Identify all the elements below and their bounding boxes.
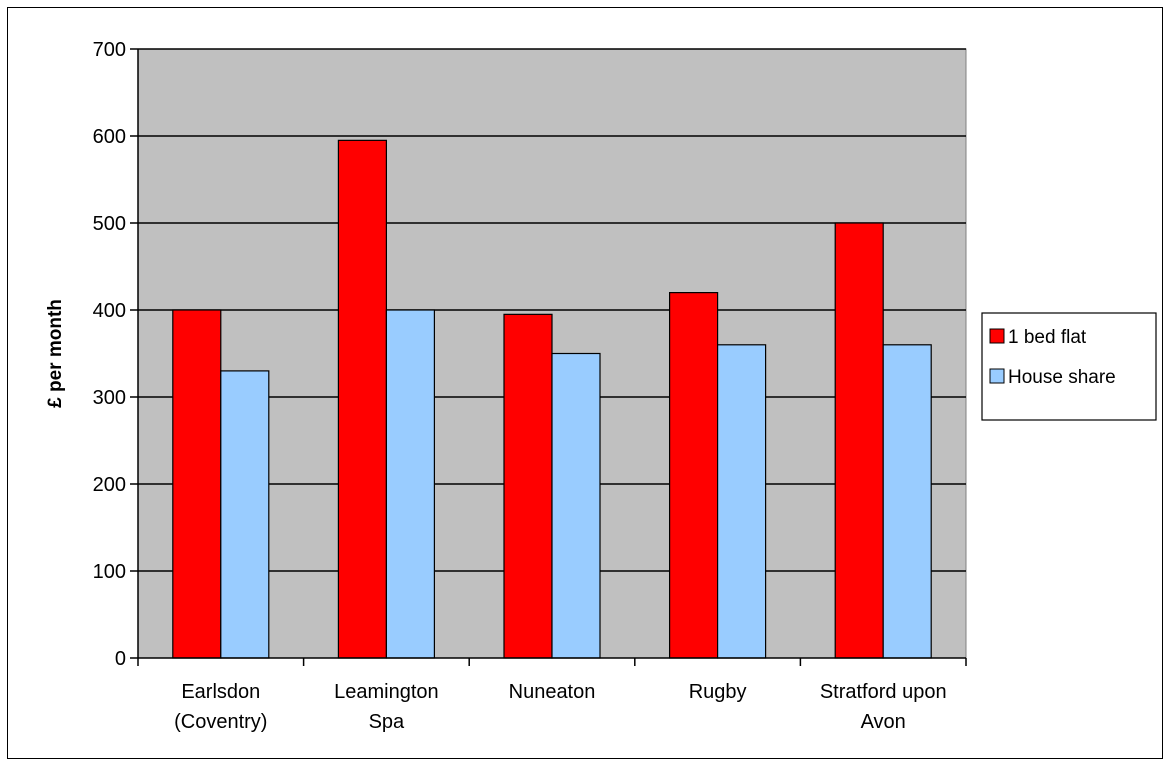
y-tick-label: 700: [93, 39, 126, 61]
x-category-label: Rugby: [689, 681, 747, 703]
y-tick-label: 400: [93, 300, 126, 322]
y-tick-label: 600: [93, 126, 126, 148]
y-tick-label: 0: [115, 648, 126, 670]
legend-swatch: [989, 368, 1005, 384]
y-axis-label: £ per month: [45, 299, 66, 408]
x-category-label: Leamington: [334, 681, 439, 703]
bar-share-2: [551, 352, 601, 659]
y-tick-label: 300: [93, 387, 126, 409]
legend-box: [981, 312, 1157, 421]
bar-share-1: [385, 309, 435, 659]
x-category-labels: Earlsdon (Coventry) Leamington Spa Nuneaton R…: [174, 681, 946, 733]
bar-flat-0: [172, 309, 222, 659]
bar-flat-2: [503, 313, 553, 659]
bar-flat-4: [834, 222, 884, 659]
y-tick-label: 500: [93, 213, 126, 235]
x-category-label: Earlsdon: [181, 681, 260, 703]
bar-share-0: [220, 370, 270, 659]
bars: [172, 139, 932, 659]
y-tick-label: 200: [93, 474, 126, 496]
x-category-label: Spa: [369, 711, 405, 733]
y-tick-label: 100: [93, 561, 126, 583]
legend: 1 bed flat House share: [981, 312, 1157, 421]
bar-flat-1: [337, 139, 387, 659]
axes: [130, 48, 967, 666]
x-category-label: Stratford upon: [820, 681, 947, 703]
y-tick-labels: 0 100 200 300 400 500 600 700: [93, 39, 126, 670]
x-category-label: Nuneaton: [509, 681, 596, 703]
legend-label: 1 bed flat: [1008, 327, 1087, 348]
legend-swatch: [989, 328, 1005, 344]
bar-share-4: [882, 344, 932, 659]
bar-share-3: [716, 344, 767, 659]
x-category-label: Avon: [861, 711, 906, 733]
bar-flat-3: [668, 292, 719, 659]
legend-label: House share: [1008, 367, 1116, 388]
x-category-label: (Coventry): [174, 711, 267, 733]
